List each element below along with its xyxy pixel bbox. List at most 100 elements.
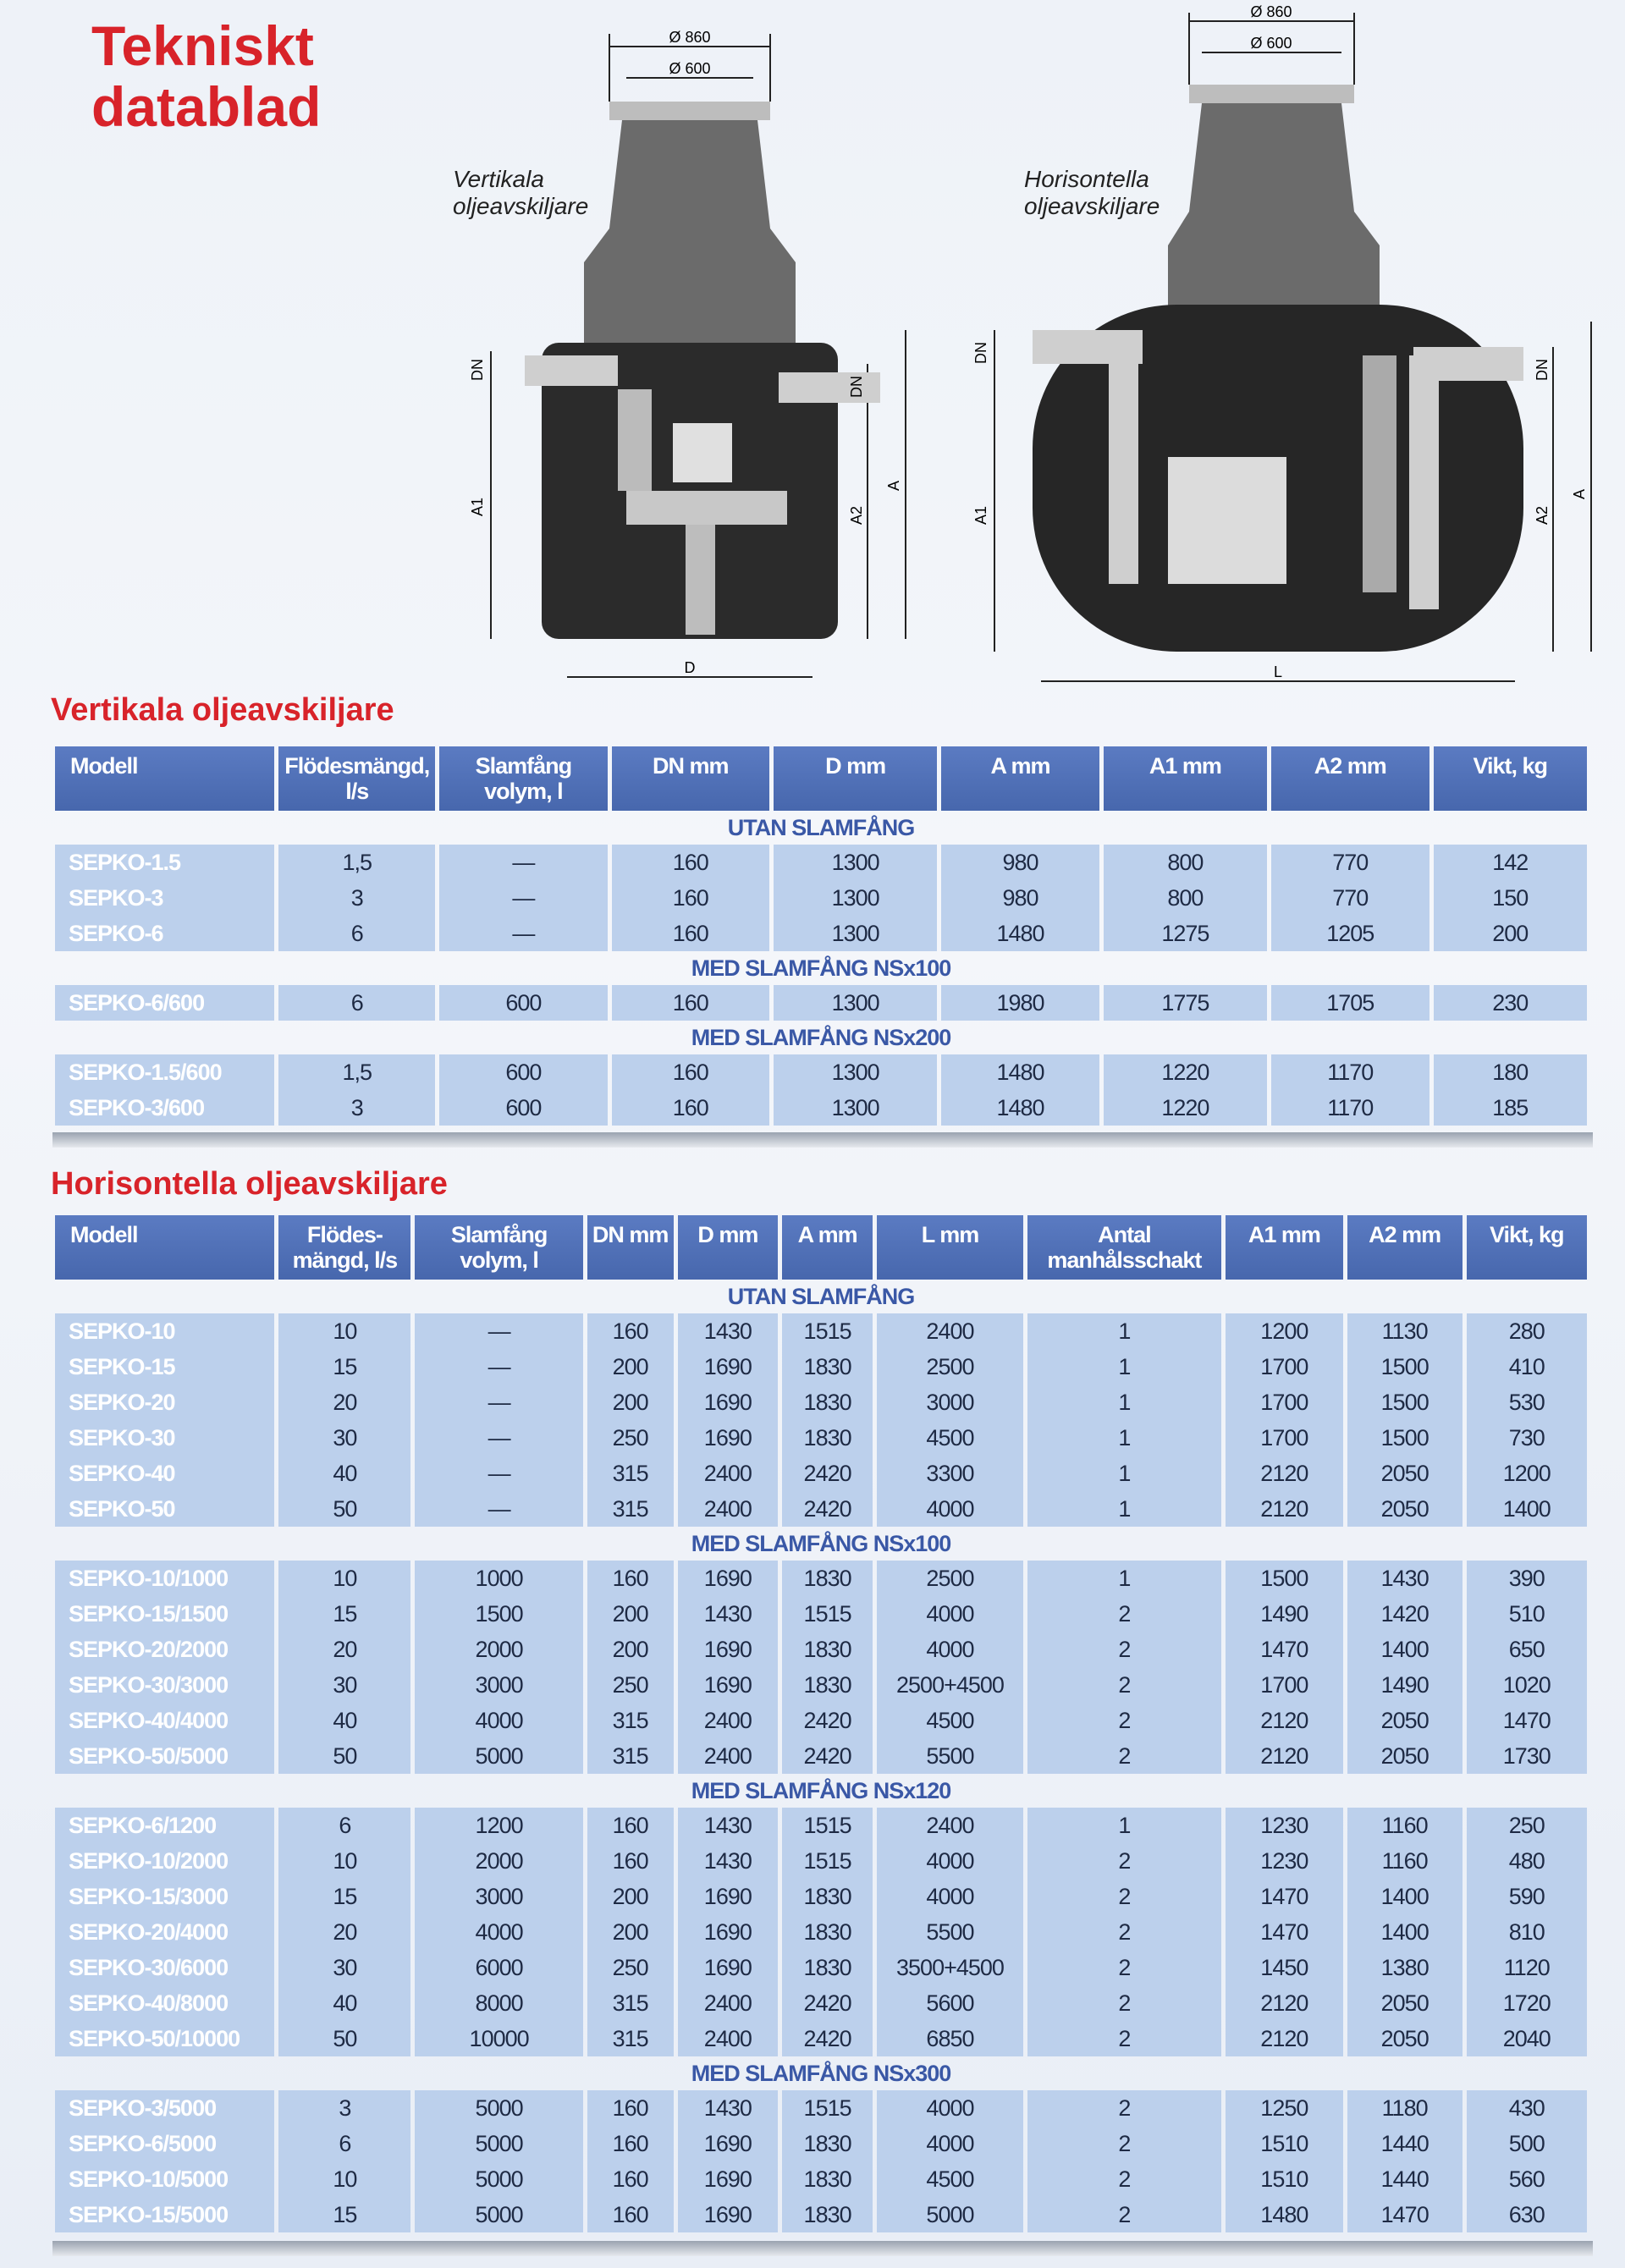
table-cell: 2 — [1027, 2090, 1221, 2126]
table-cell: 1200 — [1225, 1313, 1343, 1349]
table-cell: 20 — [278, 1632, 411, 1667]
model-cell: SEPKO-10/2000 — [55, 1843, 275, 1879]
table-cell: 250 — [587, 1420, 674, 1456]
table-cell: 5600 — [877, 1985, 1023, 2021]
vertical-table-heading: Vertikala oljeavskiljare — [51, 692, 394, 728]
table-cell: 1690 — [677, 1561, 779, 1596]
table-row: SEPKO-50 50—315 2400 2420 4000 1 2120 2050 1400 — [55, 1491, 1587, 1527]
group-row: MED SLAMFÅNG NSx200 — [55, 1021, 1587, 1054]
table-cell: 770 — [1271, 880, 1429, 916]
table-row: SEPKO-30/6000 30 6000 250 1690 1830 3500+4500 2… — [55, 1950, 1587, 1985]
table-cell: 50 — [278, 2021, 411, 2056]
table-cell: 10 — [278, 1313, 411, 1349]
manhole-lid — [609, 102, 770, 120]
model-cell: SEPKO-6/5000 — [55, 2126, 275, 2161]
column-header: Flödes-mängd, l/s — [278, 1215, 411, 1280]
table-cell: 1500 — [1225, 1561, 1343, 1596]
group-label: MED SLAMFÅNG NSx120 — [691, 1777, 952, 1803]
table-cell: 2 — [1027, 1950, 1221, 1985]
outlet-pipe — [779, 372, 880, 403]
table-cell: 2050 — [1347, 1703, 1462, 1738]
model-cell: SEPKO-15 — [55, 1349, 275, 1384]
title-line-1: Tekniskt — [91, 14, 314, 77]
table-row: SEPKO-20/2000 20 2000 200 1690 1830 4000 2 1470 1… — [55, 1632, 1587, 1667]
table-cell: 1400 — [1347, 1914, 1462, 1950]
column-header: A mm — [941, 746, 1099, 811]
table-cell: 3500+4500 — [877, 1950, 1023, 1985]
table-cell: 2040 — [1466, 2021, 1587, 2056]
table-cell: — — [415, 1420, 583, 1456]
table-cell: 6 — [278, 1808, 411, 1843]
table-cell: 1510 — [1225, 2161, 1343, 2197]
table-cell: 2 — [1027, 2126, 1221, 2161]
table-cell: 315 — [587, 1491, 674, 1527]
model-cell: SEPKO-20/4000 — [55, 1914, 275, 1950]
table-row: SEPKO-10 10—160 1430 1515 2400 1 1200 1130 280 — [55, 1313, 1587, 1349]
table-cell: 1700 — [1225, 1420, 1343, 1456]
table-cell: 160 — [587, 1843, 674, 1879]
group-row: MED SLAMFÅNG NSx100 — [55, 1527, 1587, 1561]
table-cell: 1170 — [1271, 1090, 1429, 1126]
table-cell: 2400 — [877, 1313, 1023, 1349]
table-cell: 1830 — [782, 1667, 873, 1703]
column-header: A2 mm — [1271, 746, 1429, 811]
caption-line: oljeavskiljare — [453, 193, 589, 219]
dim-outer-label: Ø 860 — [1250, 3, 1292, 20]
dn-label: DN — [1534, 359, 1551, 381]
table-cell: 2 — [1027, 1914, 1221, 1950]
table-row: SEPKO-30 30—250 1690 1830 4500 1 1700 1500 730 — [55, 1420, 1587, 1456]
model-cell: SEPKO-20/2000 — [55, 1632, 275, 1667]
table-cell: 1205 — [1271, 916, 1429, 951]
table-cell: 2400 — [677, 1703, 779, 1738]
table-cell: 2 — [1027, 2161, 1221, 2197]
table-cell: 142 — [1433, 845, 1587, 880]
coalescer-filter — [673, 423, 732, 482]
table-cell: 770 — [1271, 845, 1429, 880]
table-cell: 1020 — [1466, 1667, 1587, 1703]
table-cell: 1450 — [1225, 1950, 1343, 1985]
table-cell: 1690 — [677, 1950, 779, 1985]
table-cell: 1 — [1027, 1456, 1221, 1491]
inlet-dropper — [1109, 330, 1138, 584]
group-row: UTAN SLAMFÅNG — [55, 811, 1587, 845]
table-cell: 1300 — [774, 916, 938, 951]
table-cell: — — [415, 1456, 583, 1491]
table-cell: 480 — [1466, 1843, 1587, 1879]
table-shadow — [52, 1132, 1593, 1148]
table-cell: 1480 — [1225, 2197, 1343, 2232]
table-cell: 2 — [1027, 1985, 1221, 2021]
dn-label: DN — [973, 342, 989, 364]
group-label: UTAN SLAMFÅNG — [727, 1283, 915, 1309]
table-cell: 1830 — [782, 1914, 873, 1950]
model-cell: SEPKO-1.5 — [55, 845, 275, 880]
table-row: SEPKO-10/1000 10 1000 160 1690 1830 2500 1 1500 1… — [55, 1561, 1587, 1596]
table-cell: 4000 — [415, 1703, 583, 1738]
table-cell: 160 — [611, 985, 770, 1021]
table-cell: 1 — [1027, 1491, 1221, 1527]
table-cell: 2000 — [415, 1632, 583, 1667]
a-label: A — [1571, 489, 1588, 499]
table-row: SEPKO-6/600 6 600 160 1300 1980 1775 1705 230 — [55, 985, 1587, 1021]
table-cell: 2 — [1027, 1703, 1221, 1738]
table-cell: 1500 — [1347, 1420, 1462, 1456]
table-cell: 1 — [1027, 1349, 1221, 1384]
model-cell: SEPKO-50/5000 — [55, 1738, 275, 1774]
table-cell: 2420 — [782, 1738, 873, 1774]
table-cell: 1690 — [677, 2197, 779, 2232]
table-cell: 200 — [1433, 916, 1587, 951]
ladder — [618, 389, 652, 491]
table-cell: 1430 — [677, 1808, 779, 1843]
table-cell: 1830 — [782, 1561, 873, 1596]
table-cell: 10000 — [415, 2021, 583, 2056]
table-cell: 630 — [1466, 2197, 1587, 2232]
table-cell: 2050 — [1347, 1456, 1462, 1491]
table-cell: 1775 — [1103, 985, 1268, 1021]
table-cell: 1500 — [415, 1596, 583, 1632]
table-cell: 2400 — [677, 1738, 779, 1774]
ladder — [1363, 355, 1396, 592]
table-cell: 1515 — [782, 2090, 873, 2126]
table-cell: 3000 — [415, 1667, 583, 1703]
table-cell: 2120 — [1225, 2021, 1343, 2056]
table-cell: 8000 — [415, 1985, 583, 2021]
table-cell: 1830 — [782, 2161, 873, 2197]
